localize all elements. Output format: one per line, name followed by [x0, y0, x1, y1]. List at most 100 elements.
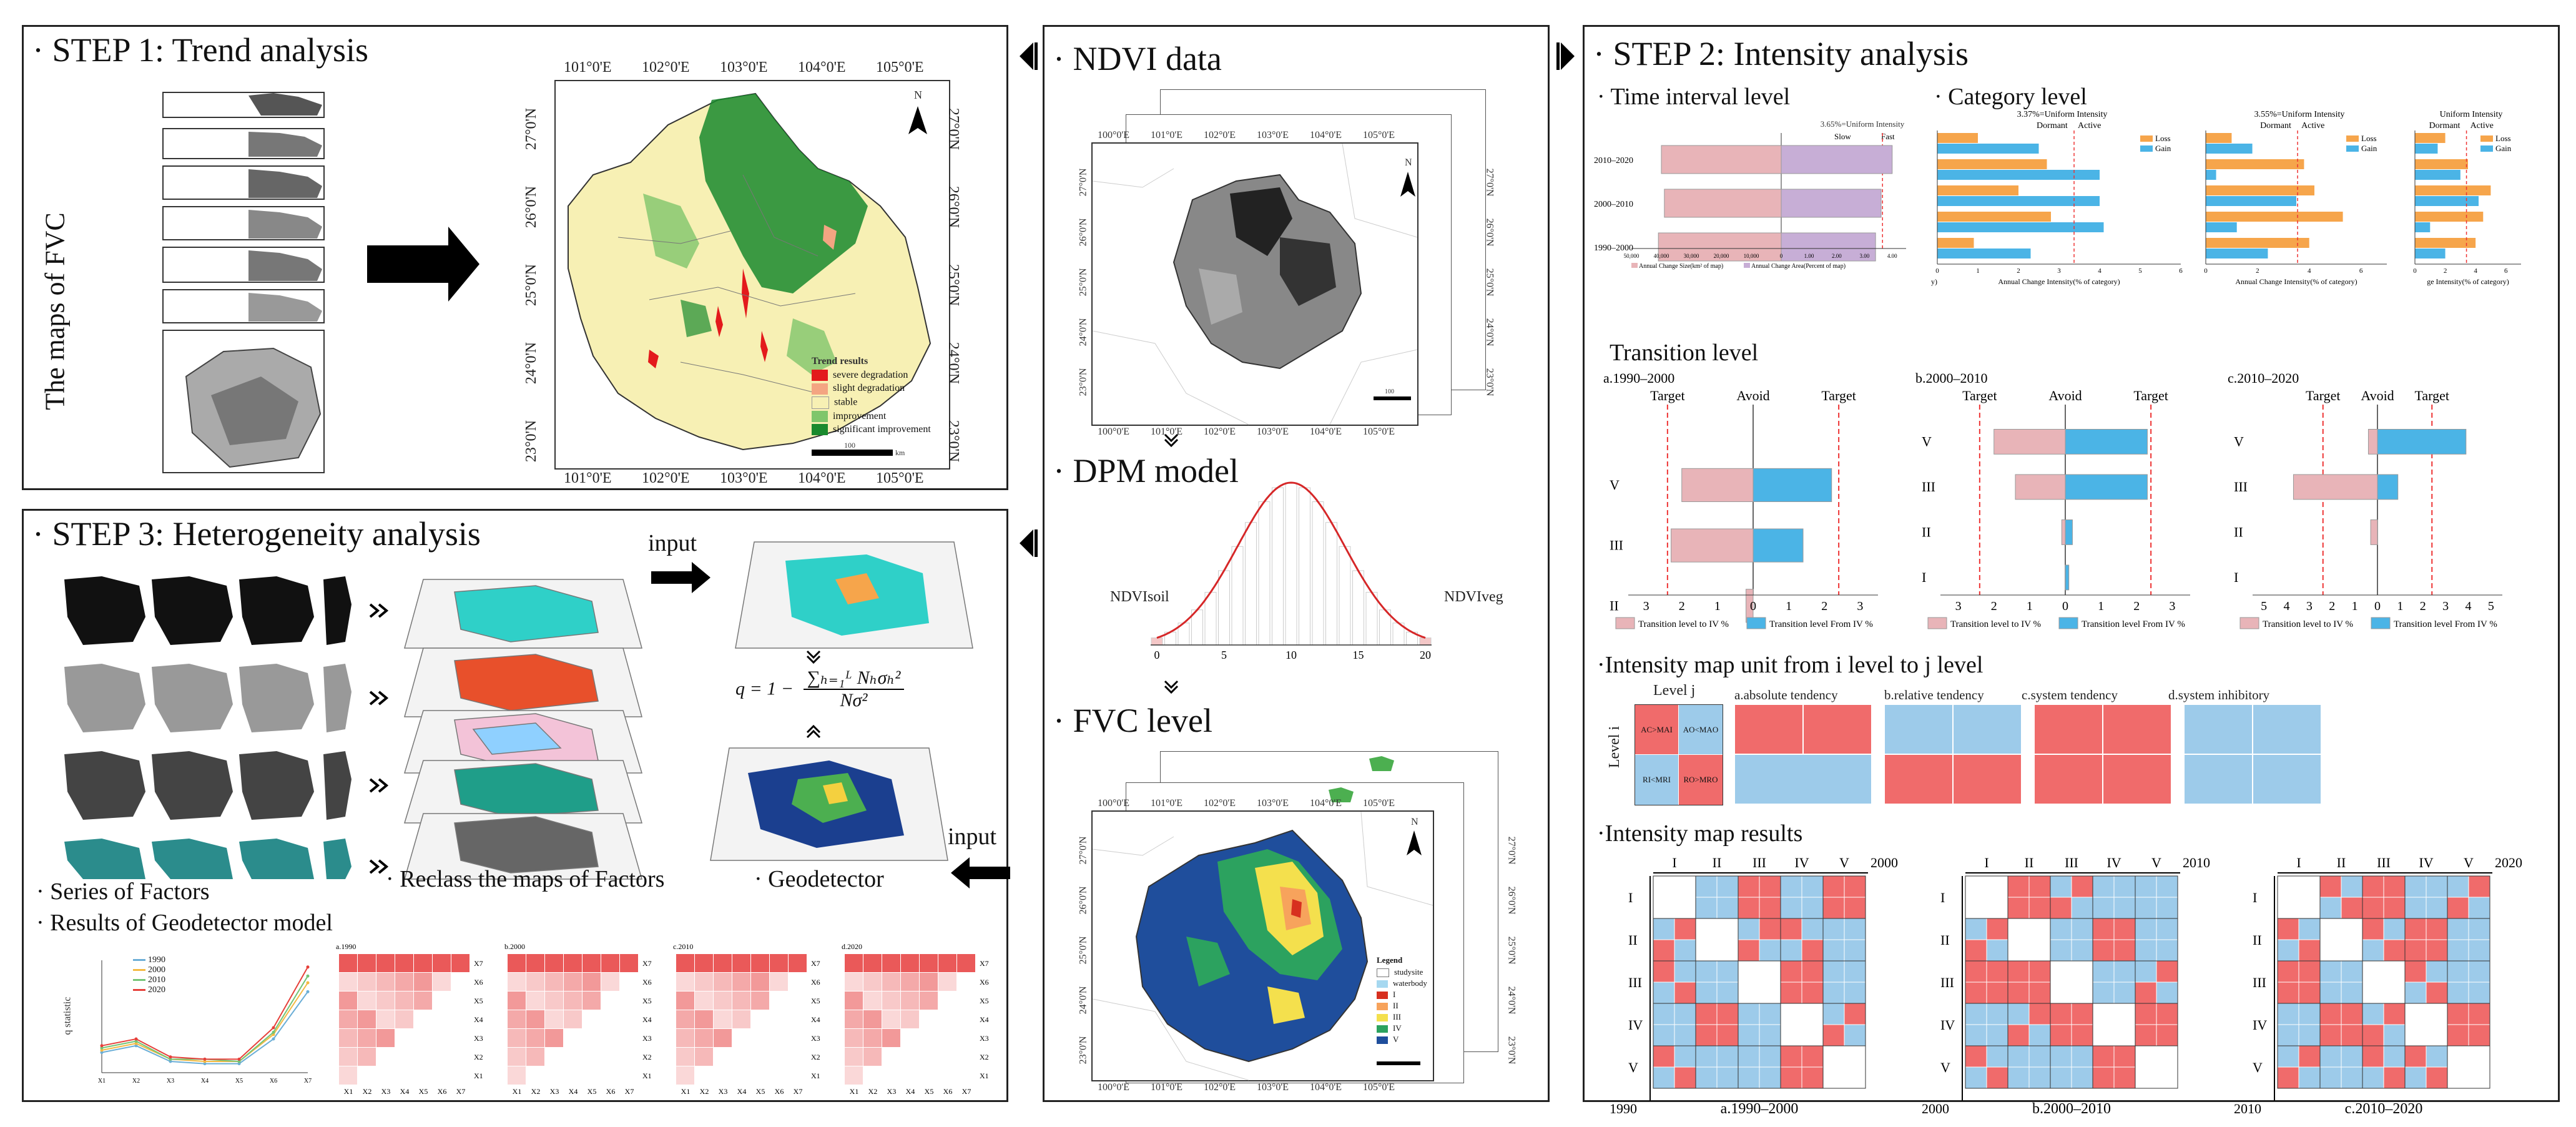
- heatmap-cell: [545, 954, 563, 972]
- trend-right-lat: 27°0'N: [945, 107, 962, 150]
- q-x-tick: X4: [201, 1078, 209, 1085]
- result-quadrant: [2135, 875, 2157, 898]
- transition-row-label: II: [1610, 598, 1619, 613]
- result-quadrant: [2071, 1045, 2093, 1068]
- result-quadrant: [2071, 897, 2093, 919]
- dpm-bar: [1151, 637, 1163, 646]
- result-map-title: a.1990–2000: [1721, 1101, 1799, 1117]
- result-col-label: V: [2151, 855, 2161, 870]
- fvc-legend-swatch: [1377, 1014, 1388, 1022]
- heatmap: d.2020 X1 X1 X2 X2 X3 X3 X4 X4 X5 X5 X6 X6 X7 X7: [842, 942, 989, 1096]
- transition-legend-swatch: [1615, 617, 1635, 629]
- ndvi-right-lat: 25°0'N: [1484, 268, 1495, 297]
- heatmap-cell: [920, 954, 938, 972]
- result-quadrant: [2468, 918, 2490, 940]
- transition-legend-label: Transition level From IV %: [1769, 619, 1873, 629]
- ti-x-tick: 10,000: [1744, 253, 1759, 259]
- q-series-point: [237, 1057, 241, 1061]
- heatmap-y-tick: X2: [642, 1053, 652, 1061]
- transition-row-label: V: [1922, 433, 1932, 449]
- heatmap-y-tick: X4: [811, 1015, 820, 1024]
- q-chart-legend: 1990 2000 2010 2020: [133, 955, 165, 995]
- result-quadrant: [1653, 982, 1675, 1004]
- q-series-point: [100, 1048, 104, 1052]
- heatmap-cell: [863, 1048, 882, 1066]
- result-quadrant: [1695, 1066, 1718, 1089]
- fvc-maps-label: The maps of FVC: [39, 212, 71, 410]
- result-row-label: V: [1940, 1060, 1950, 1075]
- ti-size-bar: [1664, 189, 1782, 218]
- ti-x-tick: 3.00: [1859, 253, 1869, 259]
- trend-legend-label: stable: [834, 396, 858, 408]
- heatmap-cell: [339, 992, 357, 1010]
- q-legend-line: [133, 959, 145, 962]
- heatmap-cell: [564, 1010, 582, 1028]
- category-x-tick: 3: [2057, 267, 2061, 275]
- fvc-legend-item: waterbody: [1377, 978, 1427, 988]
- result-quadrant: [1759, 897, 1781, 919]
- trend-map: N Trend results severe degradation sligh…: [554, 80, 950, 470]
- result-row-label: III: [2253, 975, 2266, 990]
- q-legend-line: [133, 979, 145, 982]
- map-unit-title: ·Intensity map unit from i level to j le…: [1597, 652, 1984, 678]
- result-quadrant: [1759, 918, 1781, 940]
- flow-arrow-right-icon: [1556, 42, 1575, 70]
- trend-legend-swatch: [812, 370, 828, 381]
- category-x-tick: 0: [2204, 267, 2208, 275]
- result-quadrant: [2319, 897, 2342, 919]
- fvc-legend-swatch: [1377, 1036, 1388, 1045]
- result-quadrant: [2404, 1066, 2427, 1089]
- heatmap-x-tick: X5: [587, 1087, 597, 1096]
- result-quadrant: [1822, 1024, 1845, 1046]
- result-row-label: V: [1628, 1060, 1638, 1075]
- result-diagonal-cell: [1780, 1003, 1824, 1046]
- ti-uniform-label: 3.65%=Uniform Intensity: [1821, 119, 1905, 129]
- trend-legend-swatch: [812, 383, 828, 395]
- intensity-result-maps: I II III IV V I II III IV V 2000 1990 a.1990–2000 I II…: [1585, 839, 2559, 1117]
- category-loss-bar: [1937, 238, 1974, 248]
- result-quadrant: [2277, 982, 2299, 1004]
- heatmap-cell: [583, 973, 601, 991]
- result-col-label: V: [2464, 855, 2474, 870]
- result-col-label: III: [2065, 855, 2078, 870]
- result-quadrant: [1716, 1045, 1739, 1068]
- result-quadrant: [1695, 897, 1718, 919]
- heatmap-x-tick: X6: [606, 1087, 616, 1096]
- result-quadrant: [2156, 982, 2178, 1004]
- result-quadrant: [2007, 897, 2030, 919]
- q-legend-line: [133, 989, 145, 992]
- formula-denominator: Nσ²: [840, 690, 868, 711]
- ndvi-right-lat: 27°0'N: [1484, 168, 1495, 197]
- result-diagonal-cell: [1965, 875, 2008, 919]
- transition-legend-swatch: [2239, 617, 2259, 629]
- category-dormant-label: Dormant: [2037, 121, 2068, 130]
- category-gain-bar: [1937, 170, 2100, 180]
- q-legend-label: 1990: [148, 955, 165, 965]
- heatmap-cell: [676, 992, 694, 1010]
- geodetector-label: · Geodetector: [754, 866, 884, 892]
- fvc-tick: 100°0'E: [1098, 798, 1130, 809]
- category-gain-bar: [2415, 170, 2460, 180]
- result-quadrant: [1844, 982, 1866, 1004]
- result-quadrant: [2007, 982, 2030, 1004]
- fvc-scale-bar: [1377, 1061, 1420, 1065]
- heatmap-cell: [508, 1048, 526, 1066]
- transition-x-tick: 4: [2284, 599, 2290, 613]
- transition-right-bar: [1753, 468, 1832, 502]
- result-quadrant: [2092, 982, 2115, 1004]
- result-quadrant: [2007, 1003, 2030, 1025]
- result-quadrant: [2113, 939, 2136, 962]
- category-gain-bar: [1937, 249, 2031, 258]
- heatmap-cell: [901, 954, 919, 972]
- q-series-point: [169, 1055, 172, 1059]
- heatmap-cell: [395, 954, 413, 972]
- heatmap-cell: [508, 1066, 526, 1085]
- map-unit-examples: [1734, 704, 2322, 805]
- double-chevron-icon: [806, 650, 821, 739]
- heatmap-x-tick: X6: [775, 1087, 784, 1096]
- heatmap-cell: [376, 954, 395, 972]
- result-quadrant: [1738, 897, 1760, 919]
- fvc-legend-swatch: [1377, 1025, 1388, 1033]
